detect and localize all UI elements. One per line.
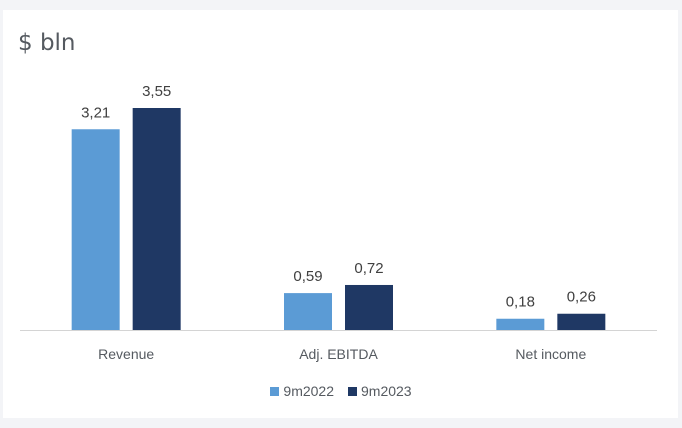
legend-item-9m2022: 9m2022 xyxy=(270,383,334,399)
chart-title: $ bln xyxy=(18,30,76,56)
legend-label-9m2022: 9m2022 xyxy=(283,383,334,399)
x-tick-label-revenue: Revenue xyxy=(98,346,154,362)
legend-swatch-9m2022 xyxy=(270,386,280,396)
x-tick-label-net-income: Net income xyxy=(515,346,586,362)
bar-adj-ebitda-9m2023 xyxy=(345,284,393,330)
x-tick-label-adj-ebitda: Adj. EBITDA xyxy=(299,346,378,362)
bar-adj-ebitda-9m2022 xyxy=(284,293,332,330)
bar-net-income-9m2022 xyxy=(496,318,545,330)
data-label-net-income-9m2023: 0,26 xyxy=(567,289,596,306)
legend-swatch-9m2023 xyxy=(348,386,357,396)
data-label-revenue-9m2023: 3,55 xyxy=(142,83,171,100)
legend: 9m2022 9m2023 xyxy=(0,383,682,399)
legend-item-9m2023: 9m2023 xyxy=(348,383,412,399)
data-label-adj-ebitda-9m2022: 0,59 xyxy=(293,268,322,285)
bar-revenue-9m2023 xyxy=(132,108,181,330)
bar-net-income-9m2023 xyxy=(557,313,606,330)
legend-label-9m2023: 9m2023 xyxy=(361,383,412,399)
data-label-net-income-9m2022: 0,18 xyxy=(506,294,535,311)
data-label-revenue-9m2022: 3,21 xyxy=(81,104,110,121)
bar-revenue-9m2022 xyxy=(71,129,120,330)
data-label-adj-ebitda-9m2023: 0,72 xyxy=(354,260,383,277)
